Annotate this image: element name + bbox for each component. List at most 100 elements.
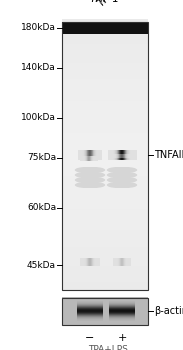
Bar: [111, 154, 112, 158]
Bar: [134, 150, 135, 160]
Bar: [81, 258, 82, 266]
Bar: [109, 150, 110, 160]
Bar: [95, 155, 96, 161]
Bar: [77, 314, 103, 315]
Bar: [91, 150, 92, 160]
Bar: [62, 322, 148, 323]
Bar: [114, 154, 115, 158]
Bar: [126, 258, 127, 266]
Bar: [62, 241, 148, 245]
Bar: [116, 258, 117, 266]
Bar: [94, 155, 95, 161]
Bar: [86, 150, 87, 160]
Bar: [85, 258, 86, 266]
Bar: [126, 154, 127, 158]
Bar: [110, 150, 111, 160]
Bar: [62, 307, 148, 308]
Bar: [81, 155, 82, 161]
Bar: [97, 155, 98, 161]
Bar: [119, 150, 120, 160]
Bar: [114, 154, 115, 158]
Bar: [127, 154, 128, 158]
Bar: [87, 155, 88, 161]
Bar: [94, 258, 95, 266]
Ellipse shape: [79, 182, 101, 188]
Bar: [85, 155, 86, 161]
Bar: [113, 150, 114, 160]
Bar: [110, 150, 111, 160]
Text: 75kDa: 75kDa: [27, 154, 56, 162]
Bar: [77, 309, 103, 310]
Bar: [62, 308, 148, 309]
Bar: [62, 320, 148, 321]
Bar: [90, 155, 91, 161]
Bar: [95, 155, 96, 161]
Text: 140kDa: 140kDa: [21, 63, 56, 72]
Bar: [125, 258, 126, 266]
Bar: [112, 154, 113, 158]
Bar: [90, 155, 91, 161]
Bar: [119, 258, 120, 266]
Bar: [62, 111, 148, 114]
Bar: [92, 155, 93, 161]
Bar: [118, 150, 119, 160]
Bar: [109, 313, 135, 314]
Bar: [62, 103, 148, 106]
Bar: [62, 79, 148, 82]
Bar: [83, 258, 84, 266]
Bar: [113, 150, 114, 160]
Bar: [109, 309, 135, 310]
Bar: [88, 155, 89, 161]
Bar: [79, 150, 80, 160]
Bar: [81, 150, 82, 160]
Bar: [114, 150, 115, 160]
Bar: [80, 150, 81, 160]
Bar: [126, 150, 127, 160]
Bar: [62, 279, 148, 282]
Bar: [82, 258, 83, 266]
Bar: [83, 155, 84, 161]
Bar: [77, 315, 103, 316]
Bar: [62, 211, 148, 215]
Bar: [109, 314, 135, 315]
Bar: [62, 316, 148, 317]
Bar: [87, 150, 88, 160]
Bar: [93, 155, 94, 161]
Bar: [132, 150, 133, 160]
Bar: [81, 155, 82, 161]
Bar: [62, 313, 148, 314]
Bar: [62, 239, 148, 242]
Bar: [94, 155, 95, 161]
Bar: [62, 179, 148, 182]
Bar: [94, 258, 95, 266]
Bar: [89, 150, 90, 160]
Bar: [62, 306, 148, 308]
Ellipse shape: [75, 182, 97, 188]
Bar: [115, 150, 116, 160]
Ellipse shape: [111, 167, 133, 173]
Bar: [62, 233, 148, 236]
Bar: [62, 139, 148, 142]
Ellipse shape: [115, 167, 137, 173]
Bar: [92, 258, 93, 266]
Bar: [88, 258, 89, 266]
Bar: [120, 258, 121, 266]
Bar: [82, 155, 83, 161]
Bar: [129, 258, 130, 266]
Bar: [113, 258, 114, 266]
Bar: [93, 258, 94, 266]
Bar: [62, 311, 148, 312]
Bar: [94, 150, 95, 160]
Bar: [77, 311, 103, 312]
Ellipse shape: [79, 177, 101, 183]
Bar: [114, 258, 115, 266]
Bar: [132, 154, 133, 158]
Bar: [125, 154, 126, 158]
Bar: [129, 258, 130, 266]
Bar: [97, 258, 98, 266]
Bar: [77, 313, 103, 314]
Bar: [109, 315, 135, 316]
Bar: [120, 150, 121, 160]
Bar: [62, 274, 148, 277]
Ellipse shape: [75, 172, 97, 178]
